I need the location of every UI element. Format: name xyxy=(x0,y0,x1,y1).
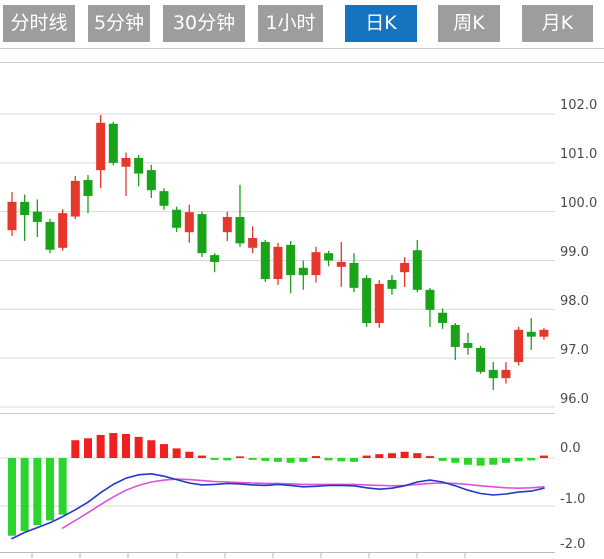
tab-weekly-k[interactable]: 周K xyxy=(438,5,500,42)
tabbar-divider xyxy=(0,48,604,49)
tab-5min[interactable]: 5分钟 xyxy=(88,5,150,42)
price-axis-label: 96.0 xyxy=(560,392,589,407)
price-axis-label: 102.0 xyxy=(560,98,598,113)
interval-tab-bar: 分时线 5分钟 30分钟 1小时 日K 周K 月K xyxy=(0,0,604,49)
tab-timeline[interactable]: 分时线 xyxy=(3,5,75,42)
tab-30min[interactable]: 30分钟 xyxy=(163,5,245,42)
price-axis-label: 99.0 xyxy=(560,245,589,260)
price-axis-label: 98.0 xyxy=(560,294,589,309)
macd-axis-label: -2.0 xyxy=(560,537,586,552)
tab-daily-k[interactable]: 日K xyxy=(345,5,417,42)
price-axis-label: 101.0 xyxy=(560,147,598,162)
tab-1hour[interactable]: 1小时 xyxy=(258,5,323,42)
tab-monthly-k[interactable]: 月K xyxy=(522,5,593,42)
macd-axis-label: -1.0 xyxy=(560,492,586,507)
price-axis-label: 100.0 xyxy=(560,196,598,211)
price-axis-label: 97.0 xyxy=(560,343,589,358)
macd-axis-label: 0.0 xyxy=(560,441,581,456)
